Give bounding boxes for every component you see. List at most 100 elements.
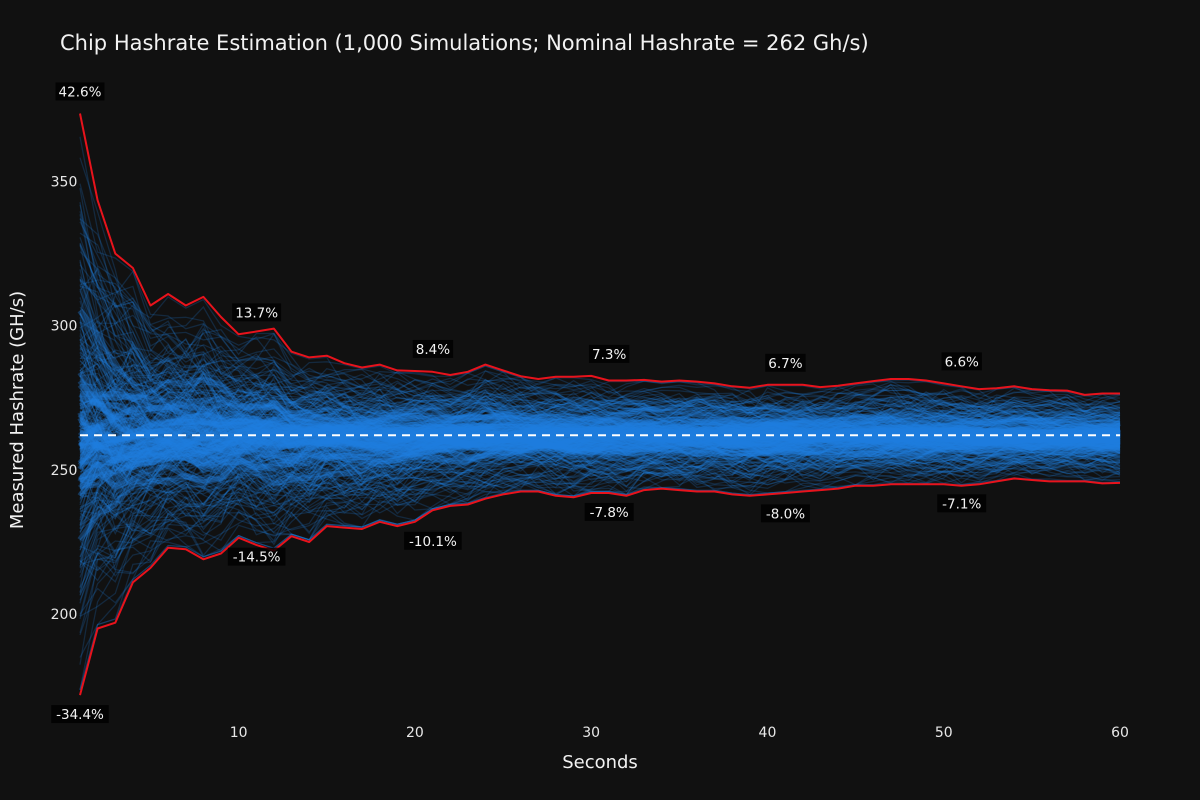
simulation-path	[79, 278, 1121, 436]
simulation-path	[79, 404, 1121, 471]
simulation-path	[79, 442, 1121, 578]
simulation-path	[79, 276, 1121, 454]
simulation-path	[79, 428, 1121, 498]
simulation-path	[79, 460, 1121, 572]
simulation-path	[77, 418, 1121, 454]
simulation-path	[79, 411, 1121, 531]
simulation-path	[79, 430, 1121, 567]
simulation-path	[79, 418, 1121, 478]
x-tick-label: 60	[1111, 725, 1129, 741]
simulation-path	[79, 265, 1121, 429]
simulation-path	[79, 326, 1121, 449]
simulation-path	[79, 414, 1121, 481]
simulation-path	[79, 392, 1121, 481]
simulation-path	[79, 434, 1121, 507]
simulation-path	[79, 387, 1121, 458]
simulation-path	[79, 417, 1121, 483]
simulation-path	[79, 435, 1121, 563]
simulation-path	[79, 187, 1121, 416]
simulation-path	[77, 416, 1121, 459]
simulation-path	[79, 426, 1121, 532]
simulation-path	[79, 428, 1121, 499]
simulation-path	[79, 401, 1121, 463]
y-tick-label: 200	[51, 607, 78, 623]
simulation-path	[79, 359, 1121, 436]
simulation-path	[77, 426, 1121, 484]
simulation-path	[79, 404, 1121, 481]
simulation-path	[79, 391, 1121, 457]
simulation-path	[78, 421, 1121, 464]
x-tick-label: 10	[230, 725, 248, 741]
simulation-path	[79, 419, 1121, 505]
simulation-path	[79, 313, 1121, 444]
x-tick-label: 40	[759, 725, 777, 741]
simulation-path	[79, 422, 1121, 483]
simulation-path	[79, 242, 1121, 428]
simulation-path	[79, 439, 1121, 593]
simulation-path	[79, 420, 1121, 477]
simulation-path	[79, 424, 1121, 482]
annotation-label: 6.6%	[945, 354, 979, 370]
simulation-path	[79, 261, 1121, 434]
simulation-path	[79, 373, 1121, 452]
simulation-path	[79, 346, 1121, 460]
annotation-label: 7.3%	[592, 347, 626, 363]
simulation-path	[79, 443, 1121, 572]
annotation-background	[404, 531, 462, 550]
chart-title: Chip Hashrate Estimation (1,000 Simulati…	[60, 31, 869, 55]
simulation-path	[79, 447, 1121, 596]
simulation-path	[79, 350, 1121, 471]
simulation-path	[79, 427, 1121, 573]
simulation-path	[79, 402, 1121, 487]
simulation-path	[79, 433, 1121, 551]
simulation-path	[79, 388, 1121, 466]
annotation-label: -7.8%	[590, 505, 629, 521]
simulation-path	[79, 346, 1121, 440]
simulation-path	[79, 395, 1121, 463]
simulation-path	[79, 245, 1121, 456]
annotation-label: -14.5%	[233, 550, 281, 566]
simulation-path	[79, 419, 1121, 479]
simulation-path	[79, 322, 1121, 443]
simulation-path	[79, 446, 1121, 634]
simulation-path	[79, 417, 1121, 471]
simulation-path	[79, 340, 1121, 434]
simulation-path	[79, 374, 1121, 492]
y-tick-label: 250	[51, 463, 78, 479]
simulation-path	[79, 394, 1121, 470]
simulation-path	[79, 354, 1121, 463]
simulation-path	[79, 422, 1121, 475]
simulation-path	[79, 321, 1121, 437]
simulation-path	[79, 268, 1121, 447]
simulation-path	[79, 329, 1121, 452]
simulation-path	[79, 425, 1121, 490]
simulation-path	[79, 406, 1121, 493]
simulation-path	[79, 418, 1121, 479]
simulation-path	[79, 345, 1121, 441]
simulation-path	[79, 454, 1121, 620]
simulation-path	[79, 394, 1121, 458]
annotation-background	[760, 504, 810, 523]
simulation-path	[79, 433, 1121, 574]
simulation-path	[79, 290, 1121, 456]
simulation-path	[79, 422, 1121, 515]
simulation-path	[79, 354, 1121, 457]
annotation-label: 8.4%	[416, 342, 450, 358]
simulation-path	[79, 449, 1121, 595]
simulation-path	[79, 349, 1121, 449]
simulation-path	[79, 427, 1121, 535]
simulation-path	[79, 211, 1121, 423]
simulation-path	[79, 333, 1121, 435]
simulation-path	[79, 427, 1121, 519]
annotation-background	[51, 705, 109, 724]
annotation-background	[765, 353, 806, 372]
annotation-background	[937, 494, 987, 513]
simulation-path	[77, 415, 1121, 452]
simulation-path	[79, 380, 1121, 465]
simulation-path	[79, 358, 1121, 457]
simulation-path	[79, 428, 1121, 530]
simulation-path	[79, 401, 1121, 469]
simulation-path	[79, 438, 1121, 541]
simulation-path	[79, 382, 1121, 436]
simulation-path	[79, 339, 1121, 442]
